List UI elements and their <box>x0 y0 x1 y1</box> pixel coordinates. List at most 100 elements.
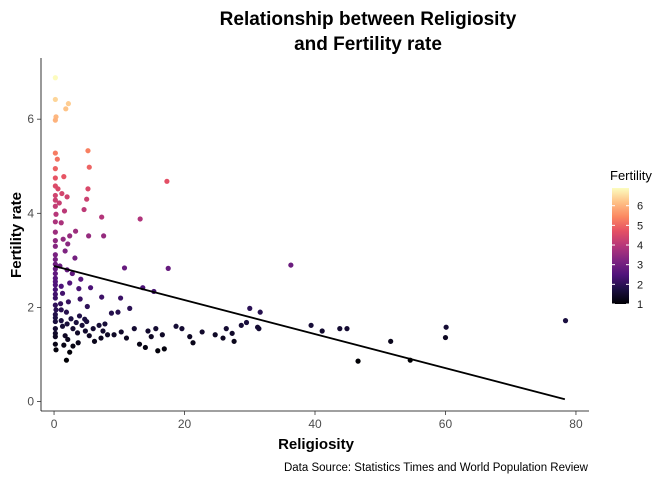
data-point <box>63 357 70 363</box>
data-point <box>136 341 143 347</box>
data-point <box>59 190 65 197</box>
data-point <box>75 340 81 346</box>
data-point <box>67 349 73 355</box>
data-point <box>64 194 70 200</box>
data-point <box>99 294 105 300</box>
chart-title-line-1: Relationship between Religiosity <box>220 9 517 30</box>
data-point <box>108 310 115 316</box>
data-point <box>52 302 58 308</box>
data-point <box>52 341 58 347</box>
y-tick-label: 6 <box>27 112 34 126</box>
data-point <box>73 319 79 326</box>
data-point <box>159 332 165 338</box>
data-point <box>84 303 90 310</box>
data-point <box>65 101 71 107</box>
data-point <box>308 322 314 328</box>
data-point <box>58 318 64 324</box>
data-point <box>52 96 58 103</box>
data-point <box>52 229 58 235</box>
data-point <box>388 338 394 344</box>
data-point <box>86 164 92 170</box>
data-point <box>288 262 294 268</box>
data-point <box>58 220 64 226</box>
data-point <box>111 332 117 338</box>
x-axis-title: Religiosity <box>278 436 355 453</box>
data-point <box>190 340 196 346</box>
data-point <box>65 241 71 247</box>
data-point <box>58 307 64 313</box>
data-point <box>52 75 58 81</box>
data-point <box>70 326 76 332</box>
data-point <box>77 296 83 302</box>
data-point <box>145 328 151 334</box>
chart-title-line-2: and Fertility rate <box>294 34 442 55</box>
data-point <box>76 286 82 292</box>
data-point <box>64 321 70 327</box>
data-point <box>179 326 185 332</box>
x-tick-label: 40 <box>308 417 322 431</box>
data-point <box>137 216 143 222</box>
data-point <box>67 233 73 239</box>
legend-tick-label: 6 <box>637 201 643 213</box>
data-point <box>52 334 58 340</box>
data-point <box>165 265 171 271</box>
data-point <box>54 156 60 162</box>
data-point <box>220 335 226 341</box>
data-point <box>55 186 61 192</box>
legend-tick-label: 4 <box>637 240 643 252</box>
data-point <box>442 334 449 341</box>
data-point <box>148 334 154 340</box>
data-point <box>59 323 66 329</box>
y-axis-ticks: 0 2 4 6 <box>27 112 41 409</box>
data-point <box>101 233 107 239</box>
data-point <box>229 330 235 336</box>
x-tick-label: 80 <box>569 417 583 431</box>
data-point <box>52 203 58 209</box>
data-points <box>52 75 569 364</box>
data-point <box>344 326 350 332</box>
data-point <box>52 315 58 321</box>
data-point <box>58 283 64 289</box>
data-point <box>243 319 250 326</box>
data-point <box>52 197 58 203</box>
data-point <box>142 344 148 351</box>
data-point <box>115 309 121 315</box>
data-point <box>187 334 193 340</box>
data-point <box>52 117 58 123</box>
data-point <box>72 255 78 261</box>
data-point <box>52 192 58 199</box>
data-point <box>155 348 161 354</box>
data-point <box>81 206 87 213</box>
data-point <box>63 106 69 112</box>
legend-tick-label: 2 <box>637 279 643 291</box>
data-point <box>84 196 90 202</box>
data-point <box>161 346 167 352</box>
data-point <box>85 148 91 154</box>
data-point <box>52 286 58 293</box>
data-point <box>82 328 88 334</box>
data-point <box>123 335 130 341</box>
plot-area: 0 20 40 60 80 0 2 4 6 <box>27 58 589 431</box>
data-point <box>78 276 84 282</box>
data-point <box>72 228 79 234</box>
data-point <box>355 358 361 364</box>
legend-ticks: 1 2 3 4 5 6 <box>612 201 643 311</box>
data-point <box>52 252 58 258</box>
data-point <box>52 318 58 325</box>
data-point <box>70 343 76 349</box>
data-point <box>256 326 262 332</box>
data-point <box>52 326 58 332</box>
data-point <box>100 328 106 334</box>
data-point <box>69 270 75 277</box>
data-point <box>52 150 58 156</box>
data-point <box>98 335 104 341</box>
data-point <box>102 321 108 327</box>
data-point <box>238 322 244 328</box>
x-tick-label: 20 <box>178 417 192 431</box>
data-point <box>131 326 137 332</box>
data-point <box>99 214 105 220</box>
data-point <box>164 178 170 184</box>
data-point <box>68 316 74 322</box>
data-point <box>173 323 179 329</box>
